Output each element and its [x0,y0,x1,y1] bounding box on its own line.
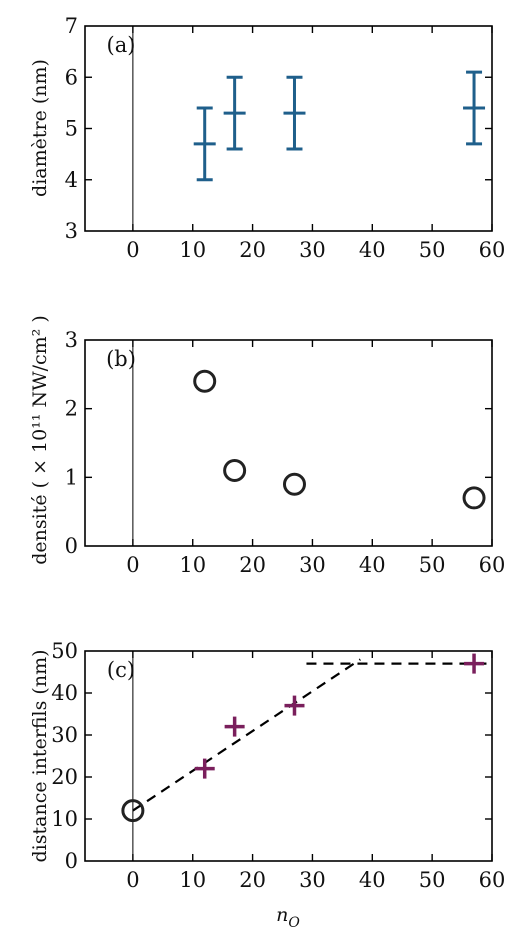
panel-c-ylabel: distance interfils (nm) [29,649,51,862]
panel-b-ylabel: densité ( × 10¹¹ NW/cm² ) [29,315,51,565]
x-tick-label: 0 [126,553,139,577]
panel-b-y-ticks: 0 1 2 3 [65,328,492,558]
data-circle [121,799,145,823]
x-tick-label: 60 [479,553,506,577]
y-tick-label: 0 [65,849,78,873]
y-tick-label: 20 [51,765,78,789]
y-tick-label: 40 [51,681,78,705]
x-tick-label: 60 [479,868,506,892]
x-tick-label: 50 [419,868,446,892]
x-tick-label: 60 [479,238,506,262]
y-tick-label: 2 [65,397,78,421]
x-tick-label: 0 [126,868,139,892]
x-tick-label: 40 [359,553,386,577]
panel-b-frame [84,339,493,547]
y-tick-label: 6 [65,65,78,89]
y-tick-label: 30 [51,723,78,747]
data-circle [223,458,247,482]
errorbar-point [463,70,486,146]
panel-c: 0 10 20 30 40 50 0 10 20 30 40 50 60 (c) distance i… [29,639,505,927]
x-tick-label: 50 [419,553,446,577]
data-cross [464,653,485,674]
data-circle [462,486,486,510]
panel-a-x-ticks: 0 10 20 30 40 50 60 [126,26,505,262]
y-tick-label: 3 [65,328,78,352]
panel-b: 0 1 2 3 0 10 20 30 40 50 60 (b) densité ( × 10¹¹ … [29,315,505,577]
x-tick-label: 10 [179,868,206,892]
panel-c-y-ticks: 0 10 20 30 40 50 [51,639,492,873]
panel-c-markers [121,653,485,823]
panel-c-xlabel: nO [276,904,300,927]
panel-c-x-ticks: 0 10 20 30 40 50 60 [126,651,505,892]
panel-c-dashed-lines [132,658,492,812]
panel-a-errorbars [193,70,486,182]
x-tick-label: 0 [126,238,139,262]
y-tick-label: 4 [65,168,78,192]
x-tick-label: 20 [239,238,266,262]
data-cross [194,758,215,779]
panel-a-frame [84,25,493,232]
panel-b-circles [193,369,486,510]
x-tick-label: 40 [359,238,386,262]
x-tick-label: 10 [179,238,206,262]
x-tick-label: 30 [299,238,326,262]
data-cross [224,716,245,737]
y-tick-label: 3 [65,219,78,243]
panel-a-ylabel: diamètre (nm) [29,59,51,197]
panel-b-tag: (b) [106,347,136,371]
x-tick-label: 20 [239,553,266,577]
dashed-trend-line [132,658,361,812]
errorbar-point [223,75,246,151]
data-cross [284,695,305,716]
panel-a: 3 4 5 6 7 0 10 20 30 40 50 60 (a) diamètre (nm) [29,14,505,262]
y-tick-label: 1 [65,465,78,489]
errorbar-point [283,75,306,151]
x-tick-label: 50 [419,238,446,262]
data-circle [193,369,217,393]
y-tick-label: 10 [51,807,78,831]
y-tick-label: 5 [65,117,78,141]
x-tick-label: 30 [299,868,326,892]
y-tick-label: 7 [65,14,78,38]
y-tick-label: 50 [51,639,78,663]
errorbar-point [193,106,216,182]
data-circle [282,472,306,496]
x-tick-label: 40 [359,868,386,892]
y-tick-label: 0 [65,534,78,558]
panel-c-tag: (c) [107,658,135,682]
panel-c-frame [84,650,493,862]
panel-a-tag: (a) [107,33,136,57]
x-tick-label: 30 [299,553,326,577]
panel-a-y-ticks: 3 4 5 6 7 [65,14,492,243]
x-tick-label: 20 [239,868,266,892]
panel-b-x-ticks: 0 10 20 30 40 50 60 [126,340,505,577]
x-tick-label: 10 [179,553,206,577]
